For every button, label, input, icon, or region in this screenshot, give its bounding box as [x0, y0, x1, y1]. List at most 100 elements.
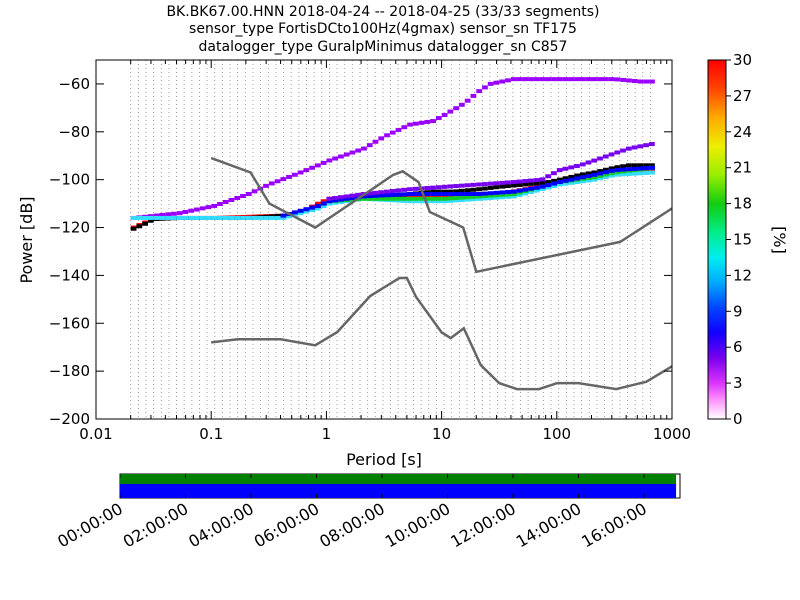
psd-cell [274, 215, 281, 220]
psd-cell [326, 158, 333, 163]
psd-cell [441, 196, 448, 201]
psd-cell [418, 196, 425, 201]
colorbar-tick-label: 24 [733, 123, 752, 141]
psd-cell [539, 77, 546, 82]
psd-cell [528, 77, 534, 82]
title-line-sensor: sensor_type FortisDCto100Hz(4gmax) senso… [189, 21, 577, 37]
psd-cell [280, 215, 287, 220]
title-line-network: BK.BK67.00.HNN 2018-04-24 -- 2018-04-25 … [166, 4, 599, 20]
psd-cell [626, 78, 632, 83]
psd-cell [504, 180, 511, 185]
psd-cell [401, 125, 408, 130]
psd-cell [482, 196, 488, 201]
psd-cell [568, 180, 575, 185]
colorbar-tick-label: 0 [733, 410, 743, 428]
y-tick-label: −120 [49, 219, 90, 237]
psd-cell [430, 199, 436, 204]
psd-cell [188, 215, 195, 220]
colorbar-gradient [707, 59, 727, 420]
psd-cell [280, 213, 287, 218]
psd-cell [424, 119, 431, 124]
psd-cell [539, 180, 546, 185]
time-tick-label: 02:00:00 [120, 499, 192, 551]
plot-background [96, 60, 672, 419]
psd-cell [545, 183, 552, 188]
psd-cell [240, 194, 246, 199]
psd-cell [297, 208, 304, 213]
psd-cell [314, 201, 321, 206]
x-tick-label: 0.01 [79, 425, 112, 443]
psd-cell [470, 93, 477, 98]
psd-cell [533, 178, 540, 183]
colorbar-ticks: 0 3 6 9 12 15 18 21 24 27 30 [726, 51, 752, 428]
psd-cell [470, 182, 477, 187]
psd-cell [205, 205, 212, 210]
y-axis-label: Power [dB] [17, 196, 36, 283]
psd-cell [568, 77, 575, 82]
psd-cell [441, 194, 448, 199]
psd-cell [626, 167, 632, 172]
colorbar-tick-label: 30 [733, 51, 752, 69]
psd-cell [384, 133, 390, 138]
psd-cell [631, 145, 638, 150]
psd-cell [499, 180, 505, 185]
psd-cell [620, 167, 627, 172]
psd-cell [412, 194, 419, 199]
psd-cell [533, 188, 540, 193]
psd-cell [315, 204, 321, 209]
psd-cell [332, 156, 339, 161]
psd-cell [303, 207, 310, 212]
psd-cell [493, 185, 500, 190]
psd-cell [470, 197, 477, 202]
colorbar-tick-label: 12 [733, 266, 752, 284]
y-tick-label: −180 [49, 362, 90, 380]
psd-cell [637, 144, 644, 149]
psd-cell [597, 169, 603, 174]
psd-cell [614, 165, 621, 170]
psd-cell [608, 173, 615, 178]
psd-cell [511, 191, 517, 196]
psd-cell [482, 194, 489, 199]
psd-cell [395, 196, 402, 201]
psd-cell [367, 196, 373, 201]
psd-cell [407, 196, 414, 201]
psd-cell [516, 77, 523, 82]
psd-cell [545, 180, 552, 185]
psd-cell [539, 187, 546, 192]
psd-cell [430, 119, 436, 124]
psd-cell [407, 199, 413, 204]
psd-cell [591, 177, 598, 182]
psd-cell [297, 170, 304, 175]
psd-cell [194, 207, 200, 212]
psd-cell [384, 189, 390, 194]
psd-cell [574, 173, 580, 178]
psd-cell [389, 130, 396, 135]
psd-cell [309, 208, 315, 213]
colorbar: 0 3 6 9 12 15 18 21 24 27 30 [%] [707, 51, 789, 428]
psd-cell [510, 183, 517, 188]
psd-cell [458, 198, 465, 203]
psd-cell [493, 190, 500, 195]
psd-cell [228, 197, 235, 202]
psd-cell [343, 196, 350, 201]
psd-cell [597, 176, 603, 181]
time-tick-label: 12:00:00 [447, 499, 519, 551]
psd-cell [407, 122, 413, 127]
psd-cell [228, 215, 235, 220]
low-noise-model [211, 276, 672, 391]
psd-cell [597, 156, 603, 161]
psd-cell [482, 191, 488, 196]
psd-cell [320, 201, 327, 206]
psd-cell [222, 215, 229, 220]
psd-cell [280, 177, 287, 182]
psd-cell [487, 181, 494, 186]
psd-cell [464, 195, 471, 200]
psd-cell [470, 187, 477, 192]
psd-cell [649, 163, 655, 168]
psd-cell [326, 201, 333, 206]
psd-cell [533, 181, 540, 186]
y-tick-label: −100 [49, 171, 90, 189]
psd-cell [499, 190, 506, 195]
psd-cell [631, 166, 638, 171]
psd-cell [355, 192, 361, 197]
